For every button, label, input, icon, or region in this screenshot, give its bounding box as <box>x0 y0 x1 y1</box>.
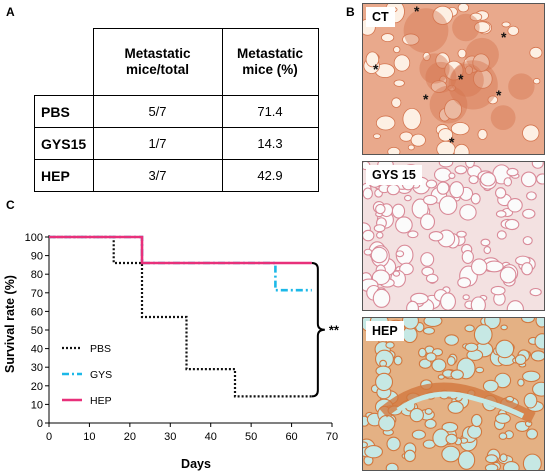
y-tick-label: 0 <box>37 418 43 430</box>
header-ratio-line1: Metastatic <box>124 46 191 61</box>
y-tick-label: 90 <box>31 251 43 263</box>
y-tick-label: 30 <box>31 362 43 374</box>
tumor-asterisk: * <box>414 4 420 19</box>
tissue-micrograph <box>363 318 544 470</box>
histology-label: GYS 15 <box>366 165 422 185</box>
histology-label: HEP <box>366 321 404 341</box>
metastasis-table: Metastatic mice/total Metastatic mice (%… <box>34 28 319 192</box>
y-axis-label: Survival rate (%) <box>3 275 17 373</box>
legend-label-hep: HEP <box>90 395 112 407</box>
x-tick-label: 20 <box>124 431 136 443</box>
tumor-asterisk: * <box>496 87 502 103</box>
panel-label-a: A <box>6 5 15 19</box>
tumor-asterisk: * <box>373 61 379 77</box>
panel-label-b: B <box>346 5 355 19</box>
y-tick-label: 20 <box>31 381 43 393</box>
chart-legend: PBS GYS HEP <box>62 343 112 407</box>
histology-label: CT <box>366 7 395 27</box>
chart-series: ** <box>49 235 340 398</box>
panel-label-c: C <box>6 198 15 212</box>
y-tick-label: 70 <box>31 288 43 300</box>
row-percent: 42.9 <box>221 159 319 192</box>
header-percent-line2: mice (%) <box>242 62 298 77</box>
y-tick-label: 80 <box>31 269 43 281</box>
tumor-asterisk: * <box>423 91 429 107</box>
header-ratio: Metastatic mice/total <box>92 28 223 96</box>
x-tick-label: 70 <box>326 431 338 443</box>
table-row: PBS 5/7 71.4 <box>34 95 319 128</box>
row-ratio: 1/7 <box>92 127 223 160</box>
x-tick-label: 0 <box>46 431 52 443</box>
histology-image-ct: * * * * * * * CT <box>362 3 545 155</box>
table-row: HEP 3/7 42.9 <box>34 159 319 192</box>
row-label: GYS15 <box>34 127 94 160</box>
row-percent: 14.3 <box>221 127 319 160</box>
tumor-asterisk: * <box>501 29 507 45</box>
legend-label-gys: GYS <box>90 369 112 381</box>
header-percent: Metastatic mice (%) <box>221 28 319 96</box>
series-line-pbs <box>49 235 312 398</box>
tissue-micrograph: * * * * * * * <box>363 4 544 154</box>
tumor-asterisk: * <box>449 134 455 150</box>
y-tick-label: 100 <box>25 232 43 244</box>
row-label: PBS <box>34 95 94 128</box>
x-tick-label: 30 <box>164 431 176 443</box>
row-ratio: 3/7 <box>92 159 223 192</box>
chart-axes: 0 10 20 30 40 50 60 70 80 90 100 0 10 20 30 40 50 60 70 <box>25 232 338 443</box>
header-ratio-line2: mice/total <box>125 62 190 77</box>
row-ratio: 5/7 <box>92 95 223 128</box>
table-row: GYS15 1/7 14.3 <box>34 127 319 160</box>
significance-bracket <box>311 262 325 398</box>
y-tick-label: 10 <box>31 399 43 411</box>
significance-label: ** <box>329 323 340 338</box>
tumor-asterisk: * <box>458 71 464 87</box>
survival-chart: 0 10 20 30 40 50 60 70 80 90 100 0 10 20 30 40 50 60 70 **… <box>3 232 340 471</box>
x-tick-label: 40 <box>205 431 217 443</box>
histology-image-gys15: GYS 15 <box>362 161 545 311</box>
series-line-hep <box>49 235 312 265</box>
y-tick-label: 40 <box>31 344 43 356</box>
x-tick-label: 50 <box>245 431 257 443</box>
table-corner <box>34 28 94 96</box>
x-tick-label: 60 <box>285 431 297 443</box>
histology-image-hep: HEP <box>362 317 545 471</box>
x-axis-label: Days <box>181 457 211 471</box>
row-percent: 71.4 <box>221 95 319 128</box>
tissue-micrograph <box>363 162 544 310</box>
row-label: HEP <box>34 159 94 192</box>
x-tick-label: 10 <box>83 431 95 443</box>
header-percent-line1: Metastatic <box>236 46 304 61</box>
y-tick-label: 50 <box>31 325 43 337</box>
legend-label-pbs: PBS <box>90 343 111 355</box>
y-tick-label: 60 <box>31 306 43 318</box>
